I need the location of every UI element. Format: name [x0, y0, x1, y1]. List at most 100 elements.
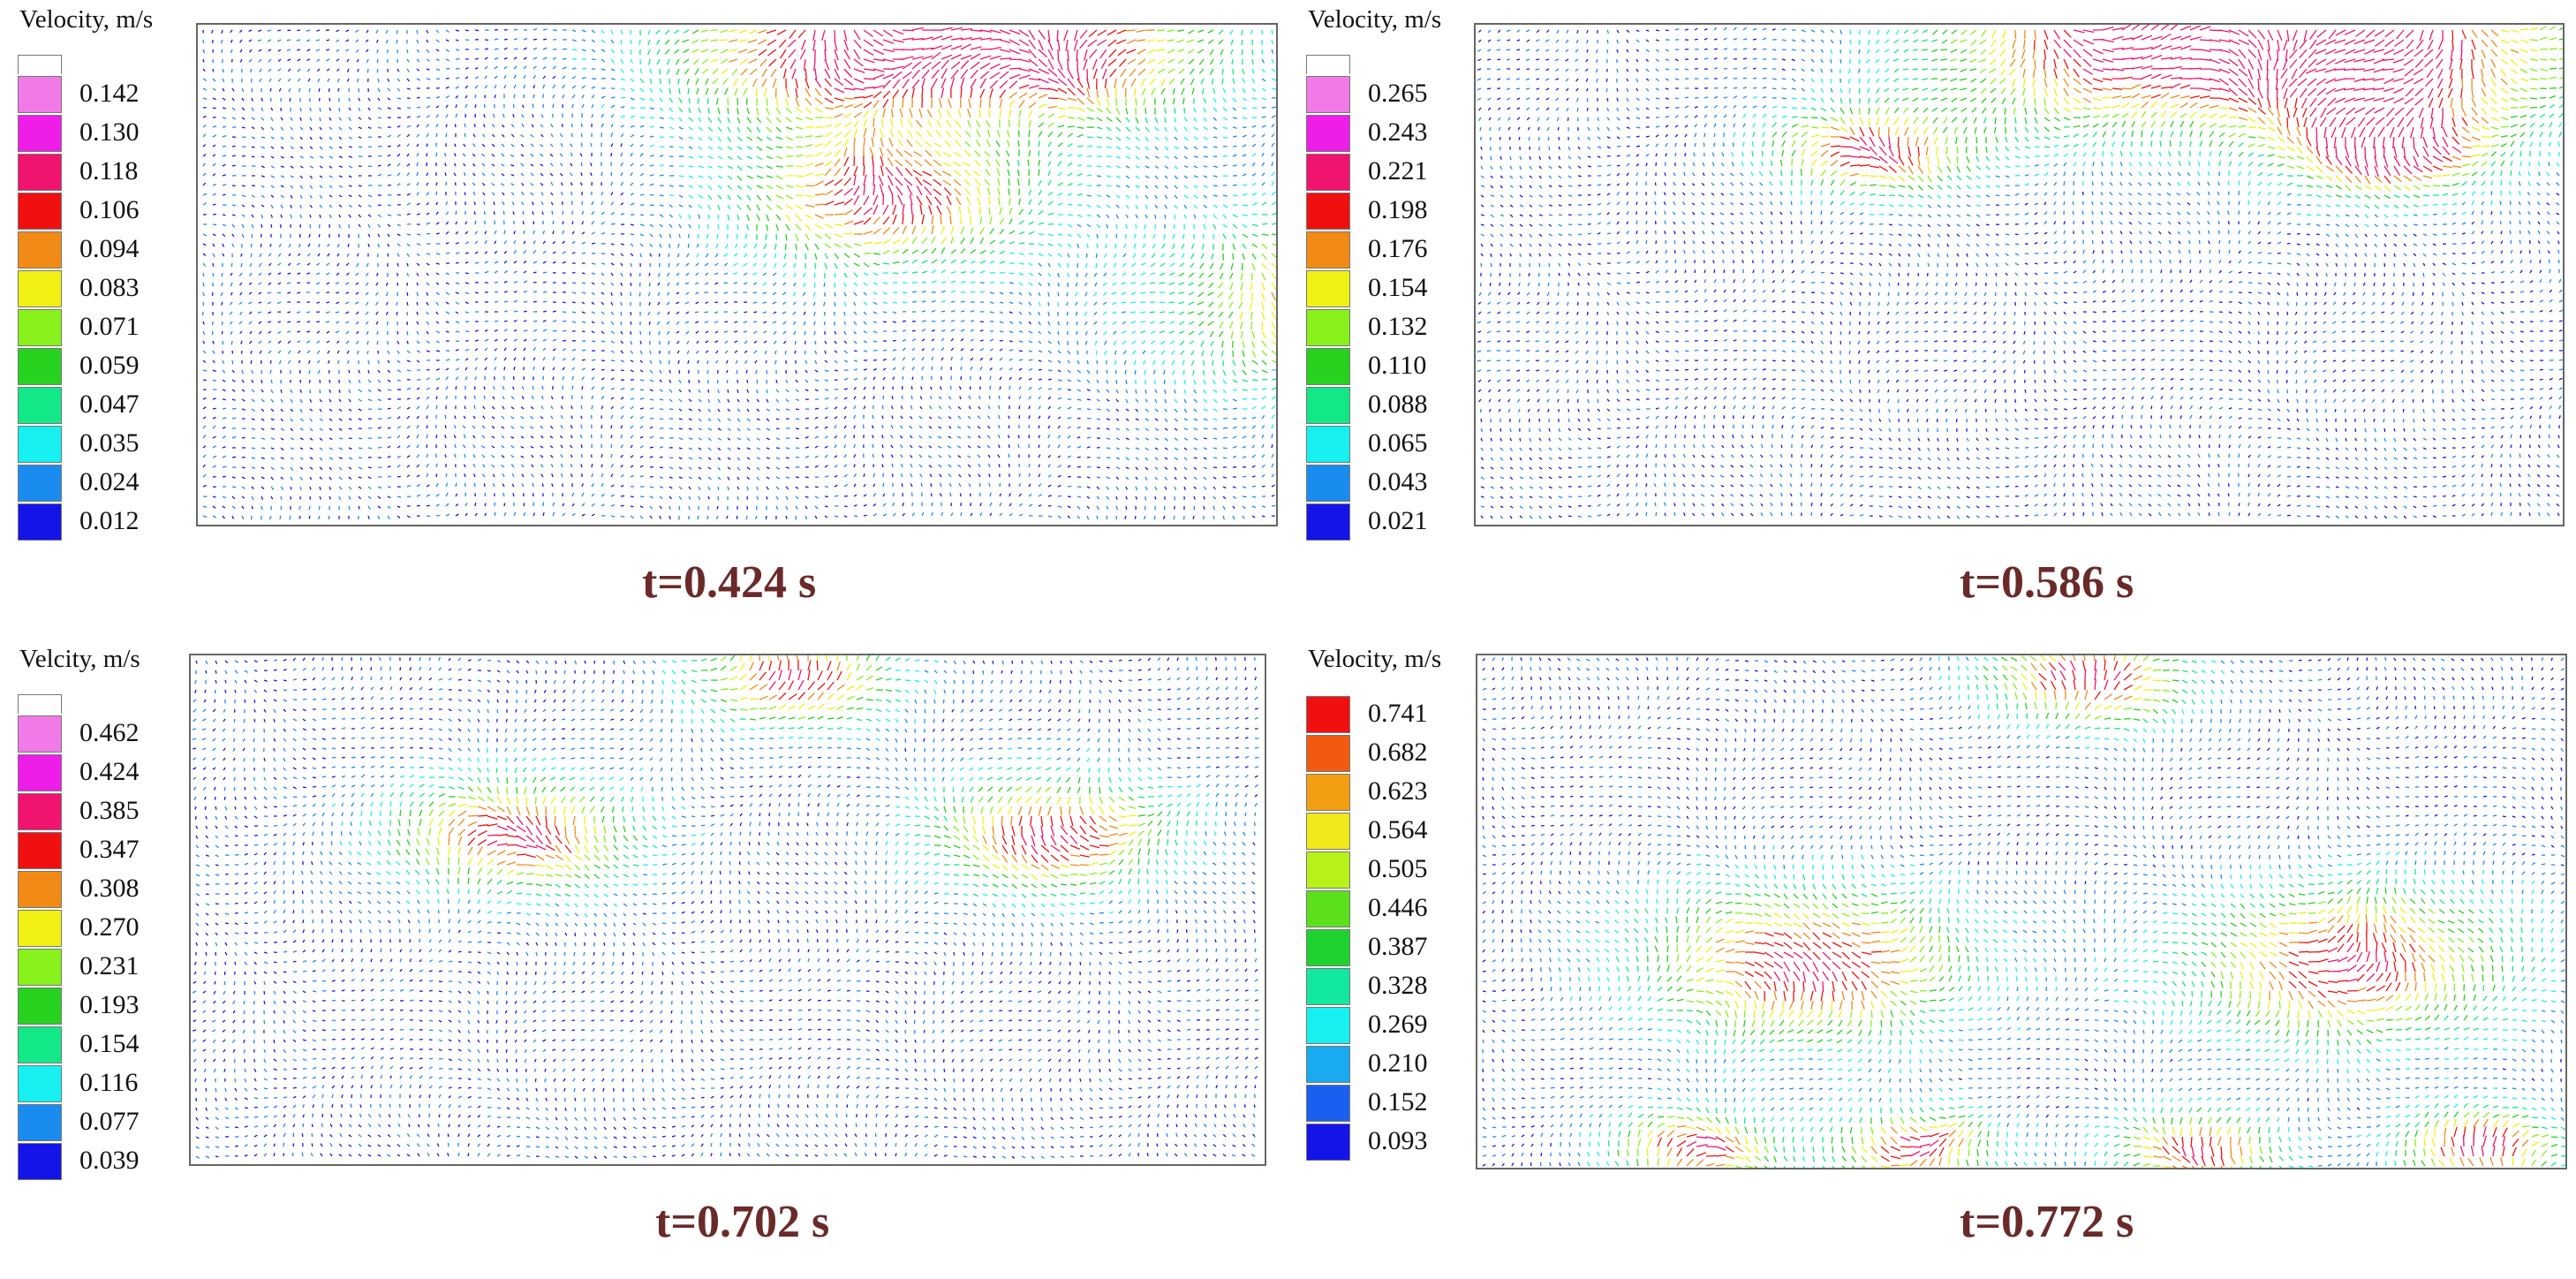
- legend-value: 0.243: [1368, 117, 1428, 147]
- legend-value: 0.210: [1368, 1048, 1428, 1078]
- legend-value: 0.387: [1368, 932, 1428, 961]
- legend-title: Velocity, m/s: [19, 5, 154, 34]
- legend-value: 0.265: [1368, 79, 1428, 108]
- legend-value: 0.130: [79, 117, 140, 147]
- legend-swatch: [1306, 76, 1350, 113]
- velocity-vectors: [487, 669, 1078, 855]
- legend-value: 0.142: [79, 79, 140, 108]
- legend-value: 0.071: [79, 312, 140, 341]
- velocity-vectors: [787, 26, 1107, 216]
- legend-swatch: [1306, 696, 1350, 733]
- legend-swatch: [1306, 851, 1350, 889]
- legend-swatch: [18, 270, 62, 307]
- legend-value: 0.623: [1368, 776, 1428, 806]
- legend-swatch: [18, 988, 62, 1025]
- legend-value: 0.308: [79, 874, 140, 903]
- legend-swatch: [1306, 813, 1350, 850]
- legend-value: 0.446: [1368, 893, 1428, 922]
- velocity-vectors: [1771, 26, 2563, 200]
- legend-swatch: [18, 348, 62, 385]
- legend-swatch-top: [1306, 55, 1350, 74]
- legend-swatch: [18, 76, 62, 113]
- velocity-vector-field: [1474, 23, 2565, 526]
- legend-value: 0.116: [79, 1068, 139, 1097]
- legend-value: 0.741: [1368, 699, 1428, 728]
- velocity-vectors: [1657, 660, 2519, 1167]
- legend-value: 0.462: [79, 718, 140, 747]
- velocity-vectors: [396, 655, 1163, 889]
- legend-swatch: [1306, 1124, 1350, 1161]
- legend-swatch: [1306, 426, 1350, 463]
- velocity-vectors: [1617, 656, 2558, 1168]
- velocity-vectors: [571, 29, 1276, 429]
- legend-swatch-top: [18, 694, 62, 714]
- velocity-vectors: [1830, 29, 2476, 185]
- velocity-vectors: [368, 655, 1197, 898]
- velocity-vectors: [1801, 26, 2539, 193]
- legend-value: 0.035: [79, 428, 140, 458]
- legend-swatch: [1306, 968, 1350, 1005]
- velocity-vectors: [1686, 659, 2506, 1166]
- legend-value: 0.424: [79, 757, 140, 786]
- legend-value: 0.328: [1368, 971, 1428, 1000]
- legend-swatch: [18, 154, 62, 191]
- velocity-vectors: [467, 660, 1110, 864]
- legend-value: 0.198: [1368, 195, 1428, 224]
- legend-value: 0.059: [79, 351, 140, 380]
- legend-swatch: [18, 1104, 62, 1141]
- time-label: t=0.772 s: [1960, 1197, 2134, 1247]
- velocity-vectors: [1751, 29, 2563, 209]
- legend-value: 0.106: [79, 195, 140, 224]
- legend-value: 0.065: [1368, 428, 1428, 458]
- vector-field-graphic: [192, 655, 1259, 1160]
- velocity-vectors: [1626, 655, 2550, 1168]
- legend-swatch: [18, 949, 62, 986]
- velocity-vector-field: [196, 23, 1278, 526]
- legend-value: 0.221: [1368, 156, 1428, 185]
- legend-value: 0.347: [79, 835, 140, 864]
- legend-swatch: [1306, 774, 1350, 811]
- legend-title: Velocity, m/s: [1308, 5, 1442, 34]
- legend-value: 0.118: [79, 156, 139, 185]
- vector-field-graphic: [1477, 25, 2563, 519]
- legend-swatch: [1306, 387, 1350, 424]
- legend-value: 0.021: [1368, 506, 1428, 535]
- time-label: t=0.586 s: [1960, 557, 2134, 608]
- velocity-vectors: [1657, 655, 2529, 1168]
- velocity-vectors: [1730, 29, 2562, 227]
- legend-swatch: [1306, 348, 1350, 385]
- legend-swatch: [1306, 929, 1350, 966]
- legend-swatch: [1306, 1046, 1350, 1083]
- velocity-vector-field: [1476, 654, 2567, 1169]
- velocity-vectors: [1820, 29, 2519, 185]
- flow-panel-3: Velcity, m/s 0.462 0.424 0.385 0.347 0.308 0.…: [0, 640, 1288, 1279]
- legend-value: 0.094: [79, 234, 140, 263]
- legend-swatch: [18, 910, 62, 947]
- legend-value: 0.110: [1368, 351, 1427, 380]
- legend-swatch: [18, 193, 62, 230]
- legend-value: 0.193: [79, 990, 140, 1019]
- legend-value: 0.077: [79, 1107, 140, 1136]
- time-label: t=0.424 s: [642, 557, 817, 608]
- velocity-vectors: [1607, 656, 2565, 1168]
- legend-swatch: [1306, 193, 1350, 230]
- flow-panel-1: Velocity, m/s 0.142 0.130 0.118 0.106 0.094 0…: [0, 0, 1288, 640]
- velocity-vectors: [1477, 27, 2563, 519]
- legend-value: 0.231: [79, 951, 140, 980]
- legend-swatch: [18, 1143, 62, 1180]
- vector-field-graphic: [201, 26, 1276, 520]
- legend-swatch: [18, 1065, 62, 1102]
- legend-swatch: [1306, 154, 1350, 191]
- velocity-vectors: [639, 29, 1276, 391]
- velocity-vectors: [758, 29, 1137, 225]
- legend-value: 0.083: [79, 273, 140, 302]
- velocity-vectors: [415, 655, 1152, 880]
- legend-value: 0.269: [1368, 1010, 1428, 1039]
- legend-swatch: [18, 793, 62, 830]
- legend-value: 0.088: [1368, 390, 1428, 419]
- legend-value: 0.132: [1368, 312, 1428, 341]
- flow-panel-2: Velocity, m/s 0.265 0.243 0.221 0.198 0.176 0…: [1288, 0, 2576, 640]
- velocity-vectors: [201, 27, 1276, 520]
- flow-panel-4: Velocity, m/s 0.741 0.682 0.623 0.564 0.505 0…: [1288, 640, 2576, 1279]
- legend-swatch: [18, 465, 62, 502]
